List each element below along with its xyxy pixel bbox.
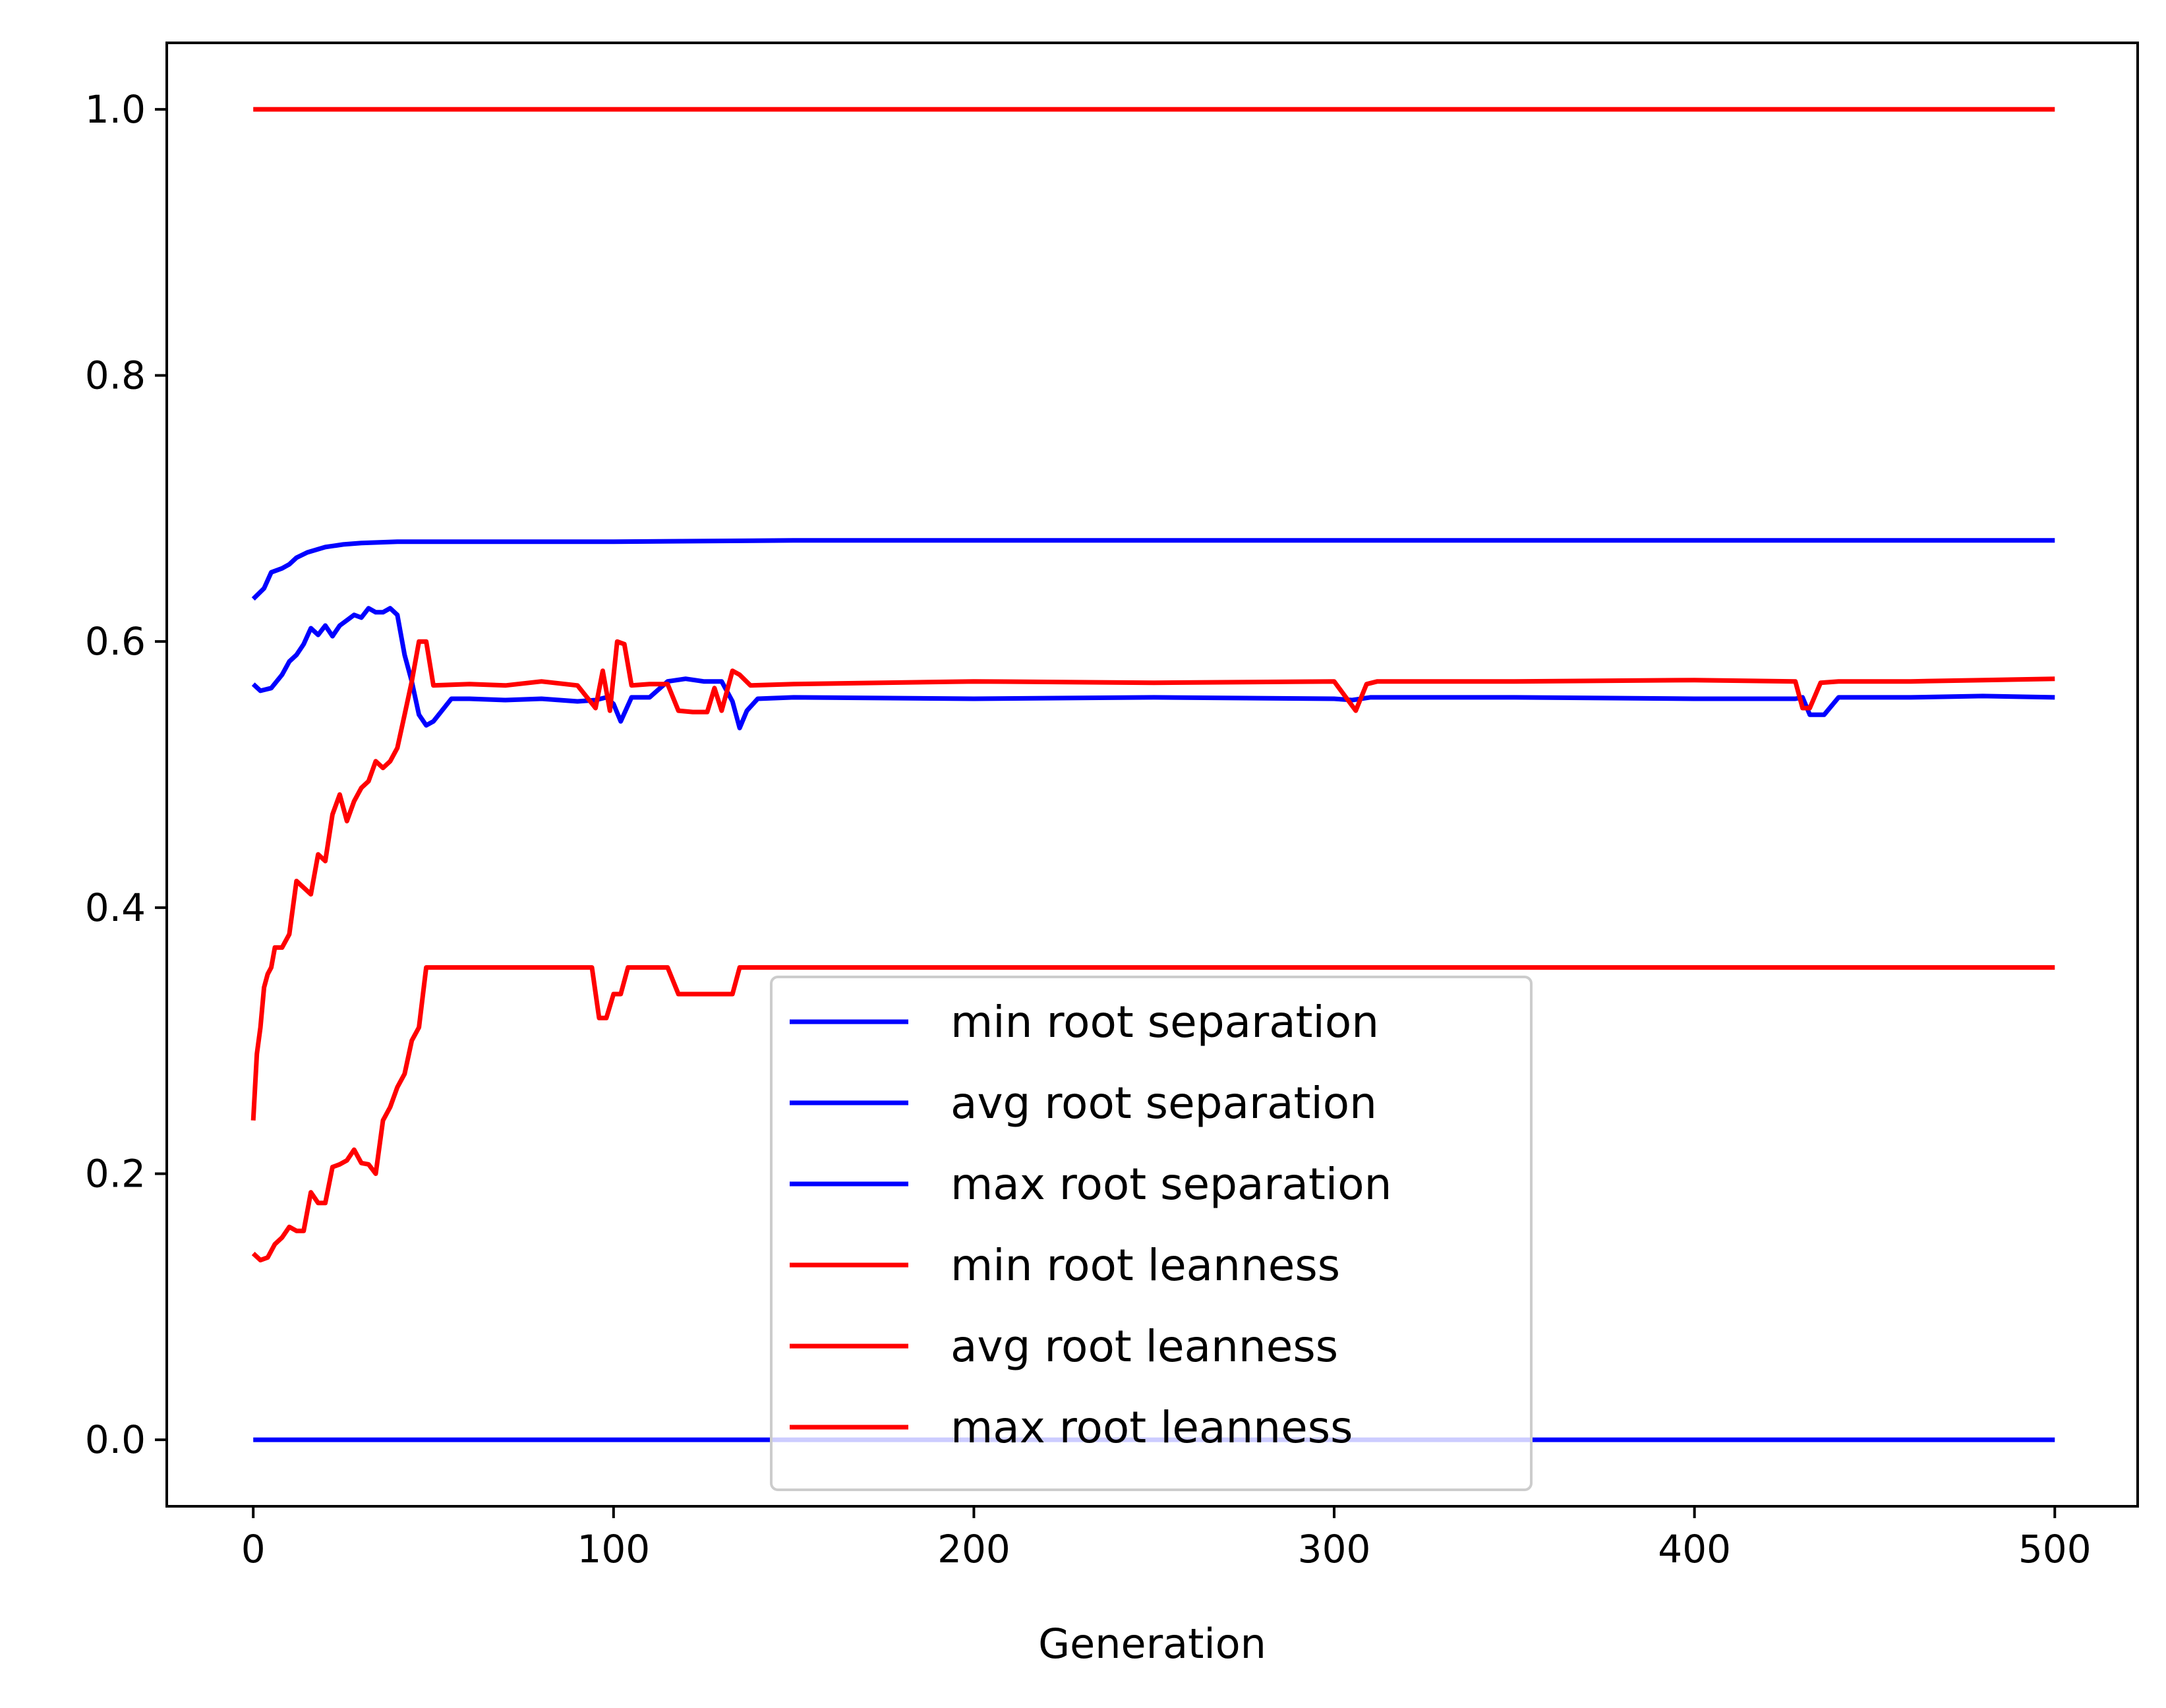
legend-label-1: avg root separation: [951, 1078, 1377, 1129]
y-tick-label-3: 0.6: [85, 619, 146, 664]
legend-label-2: max root separation: [951, 1159, 1391, 1210]
legend-box: [770, 976, 1533, 1491]
x-tick-label-5: 500: [2018, 1527, 2092, 1572]
series-line-2: [251, 538, 2055, 601]
x-tick-label-3: 300: [1298, 1527, 1371, 1572]
x-tick-label-1: 100: [577, 1527, 650, 1572]
axes-frame: [165, 42, 2139, 1508]
y-tick-label-2: 0.4: [85, 885, 146, 930]
legend-label-5: max root leanness: [951, 1402, 1353, 1453]
y-tick-label-0: 0.0: [85, 1417, 146, 1462]
legend-label-3: min root leanness: [951, 1240, 1340, 1291]
x-axis-label: Generation: [1038, 1620, 1266, 1668]
ticks-layer: 0 100 200 300 400 500 0.0 0.2 0.4 0.6 0.8 1.0: [85, 87, 2092, 1572]
legend-label-0: min root separation: [951, 997, 1379, 1047]
series-line-1: [251, 606, 2055, 730]
y-tick-label-1: 0.2: [85, 1151, 146, 1196]
legend-label-4: avg root leanness: [951, 1321, 1338, 1372]
series-line-3: [251, 965, 2055, 1263]
x-tick-label-4: 400: [1658, 1527, 1731, 1572]
series-layer: [250, 107, 2055, 1442]
x-tick-label-0: 0: [241, 1527, 266, 1572]
legend: min root separation avg root separation ma…: [770, 976, 1533, 1491]
y-tick-label-5: 1.0: [85, 87, 146, 132]
series-line-4: [250, 639, 2055, 1121]
y-tick-label-4: 0.8: [85, 353, 146, 398]
x-tick-label-2: 200: [937, 1527, 1010, 1572]
